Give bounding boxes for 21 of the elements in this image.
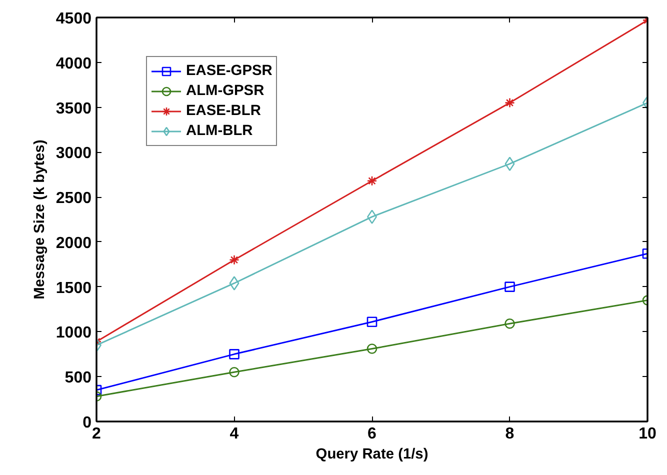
- y-tick-label: 2500: [56, 190, 92, 208]
- y-axis-title: Message Size (k bytes): [32, 140, 48, 300]
- y-tick-label: 3000: [56, 145, 92, 162]
- y-tick-label: 4500: [56, 10, 92, 28]
- y-tick-label: 2000: [56, 234, 92, 252]
- x-tick-label: 8: [505, 426, 514, 442]
- y-tick-label: 500: [64, 370, 92, 387]
- x-tick-label: 4: [230, 426, 239, 442]
- legend-label: EASE-BLR: [186, 103, 261, 119]
- y-tick-label: 1000: [56, 324, 92, 342]
- legend-label: ALM-GPSR: [186, 83, 264, 99]
- y-tick-label: 3500: [56, 100, 92, 118]
- x-tick-label: 10: [638, 426, 656, 442]
- x-tick-label: 6: [368, 426, 377, 442]
- x-axis-title: Query Rate (1/s): [316, 446, 428, 462]
- legend-label: ALM-BLR: [186, 123, 253, 139]
- y-tick-label: 4000: [56, 55, 92, 72]
- y-tick-label: 1500: [56, 280, 92, 297]
- legend-label: EASE-GPSR: [186, 63, 272, 79]
- x-tick-label: 2: [92, 426, 102, 442]
- y-tick-label: 0: [82, 414, 92, 432]
